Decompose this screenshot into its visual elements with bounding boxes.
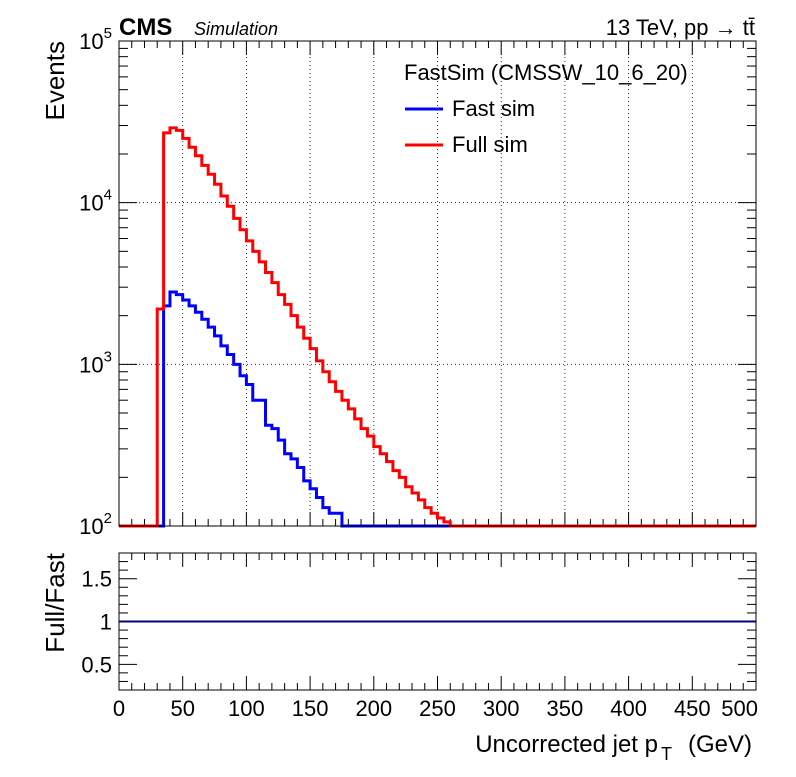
ratio-ticks [118, 553, 757, 690]
y-tick-label: 102 [79, 510, 112, 539]
x-tick-label: 50 [170, 696, 194, 721]
main-y-axis-title: Events [40, 41, 70, 121]
x-tick-label: 450 [674, 696, 711, 721]
ratio-frame [118, 552, 757, 691]
x-axis-title-main: Uncorrected jet p [475, 731, 658, 758]
arrow-glyph: → [709, 15, 743, 40]
x-tick-labels: 0 50 100 150 200 250 300 350 400 450 500 [113, 696, 758, 721]
x-axis-title-unit: (GeV) [688, 731, 752, 758]
x-axis-title: Uncorrected jet p T (GeV) [475, 731, 752, 764]
main-panel: 102 103 104 105 Events [40, 25, 757, 539]
main-grid [119, 41, 756, 526]
x-tick-label: 300 [483, 696, 520, 721]
ratio-y-tick-label: 1 [100, 610, 112, 635]
x-tick-label: 400 [610, 696, 647, 721]
y-tick-label: 105 [79, 25, 112, 54]
x-tick-label: 250 [419, 696, 456, 721]
x-tick-label: 500 [721, 696, 758, 721]
energy-label: 13 TeV, pp [606, 15, 709, 40]
simulation-label: Simulation [194, 19, 278, 39]
ratio-y-tick-labels: 0.5 1 1.5 [81, 567, 112, 678]
ratio-y-tick-label: 0.5 [81, 652, 112, 677]
cms-label: CMS [119, 14, 172, 41]
main-y-tick-labels: 102 103 104 105 [79, 25, 112, 539]
x-axis-title-subscript: T [661, 744, 672, 764]
main-frame [118, 40, 757, 527]
series-full-sim [119, 126, 756, 528]
x-tick-label: 100 [228, 696, 265, 721]
energy-process-label: 13 TeV, pp → tt̄ [606, 15, 755, 40]
x-tick-label: 150 [292, 696, 329, 721]
x-tick-label: 200 [355, 696, 392, 721]
main-series [119, 126, 756, 528]
legend-label-full-sim: Full sim [452, 132, 528, 157]
ratio-panel: 0.5 1 1.5 0 50 100 150 200 250 300 350 400 450 500 F… [40, 552, 758, 764]
y-tick-label: 104 [79, 187, 112, 216]
x-tick-label: 350 [547, 696, 584, 721]
legend: FastSim (CMSSW_10_6_20) Fast sim Full si… [404, 60, 688, 157]
legend-header: FastSim (CMSSW_10_6_20) [404, 60, 688, 85]
ratio-y-axis-title: Full/Fast [40, 552, 70, 652]
process-label: tt̄ [743, 15, 755, 40]
ratio-y-tick-label: 1.5 [81, 567, 112, 592]
y-tick-label: 103 [79, 348, 112, 377]
legend-label-fast-sim: Fast sim [452, 96, 535, 121]
x-tick-label: 0 [113, 696, 125, 721]
